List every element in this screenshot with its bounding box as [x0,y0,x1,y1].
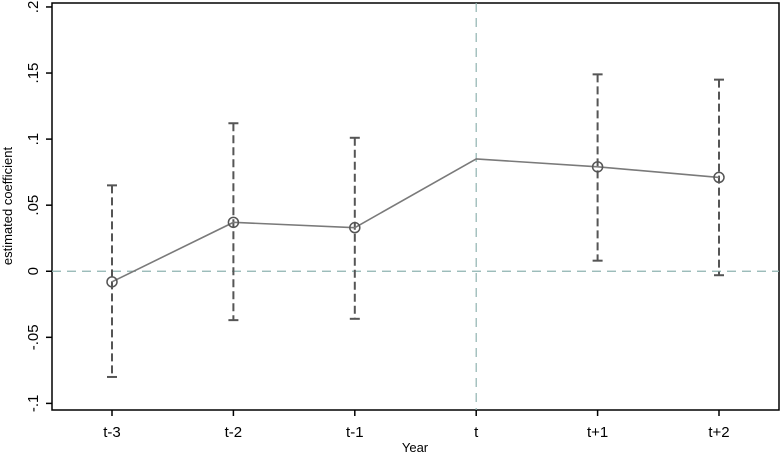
series-line [111,158,720,283]
y-axis: .2 .15 .1 .05 0 -.05 -.1 [25,1,52,412]
point-t-2 [227,216,240,229]
ci-bar-t-3 [107,184,117,378]
ci-bar-t+1 [592,73,603,262]
y-tick-label: .05 [25,195,42,216]
plot-border [51,2,780,411]
x-tick-label: t+2 [708,424,729,441]
x-axis: t-3 t-2 t-1 t t+1 t+2 [103,410,730,441]
series-line-group [111,158,720,283]
confidence-intervals [107,73,724,378]
y-axis-title: estimated coefficient [0,146,15,265]
x-tick-label: t-1 [346,424,364,441]
point-t-1 [349,221,361,234]
y-tick-label: .1 [25,133,42,146]
point-t-3 [106,276,118,288]
point-t+2 [713,171,725,184]
point-t+1 [591,161,604,173]
x-tick-label: t-2 [225,424,243,441]
reference-lines [52,3,779,410]
y-tick-label: -.05 [25,324,42,350]
y-tick-label: -.1 [25,395,42,413]
x-tick-label: t+1 [587,424,608,441]
x-axis-title: Year [402,440,429,455]
y-tick-label: .2 [25,1,42,14]
x-tick-label: t [474,424,479,441]
plot-area [51,2,780,411]
x-tick-label: t-3 [103,424,121,441]
y-tick-label: .15 [25,63,42,84]
y-tick-label: 0 [25,267,42,275]
point-markers [106,161,725,288]
